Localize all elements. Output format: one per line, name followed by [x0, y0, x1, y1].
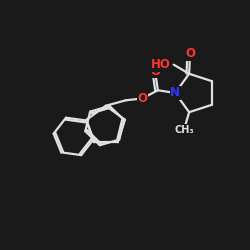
Text: O: O	[137, 92, 147, 105]
Text: N: N	[170, 86, 180, 100]
Text: O: O	[185, 47, 195, 60]
Text: CH₃: CH₃	[175, 125, 194, 135]
Text: O: O	[150, 64, 160, 78]
Text: HO: HO	[151, 58, 171, 71]
